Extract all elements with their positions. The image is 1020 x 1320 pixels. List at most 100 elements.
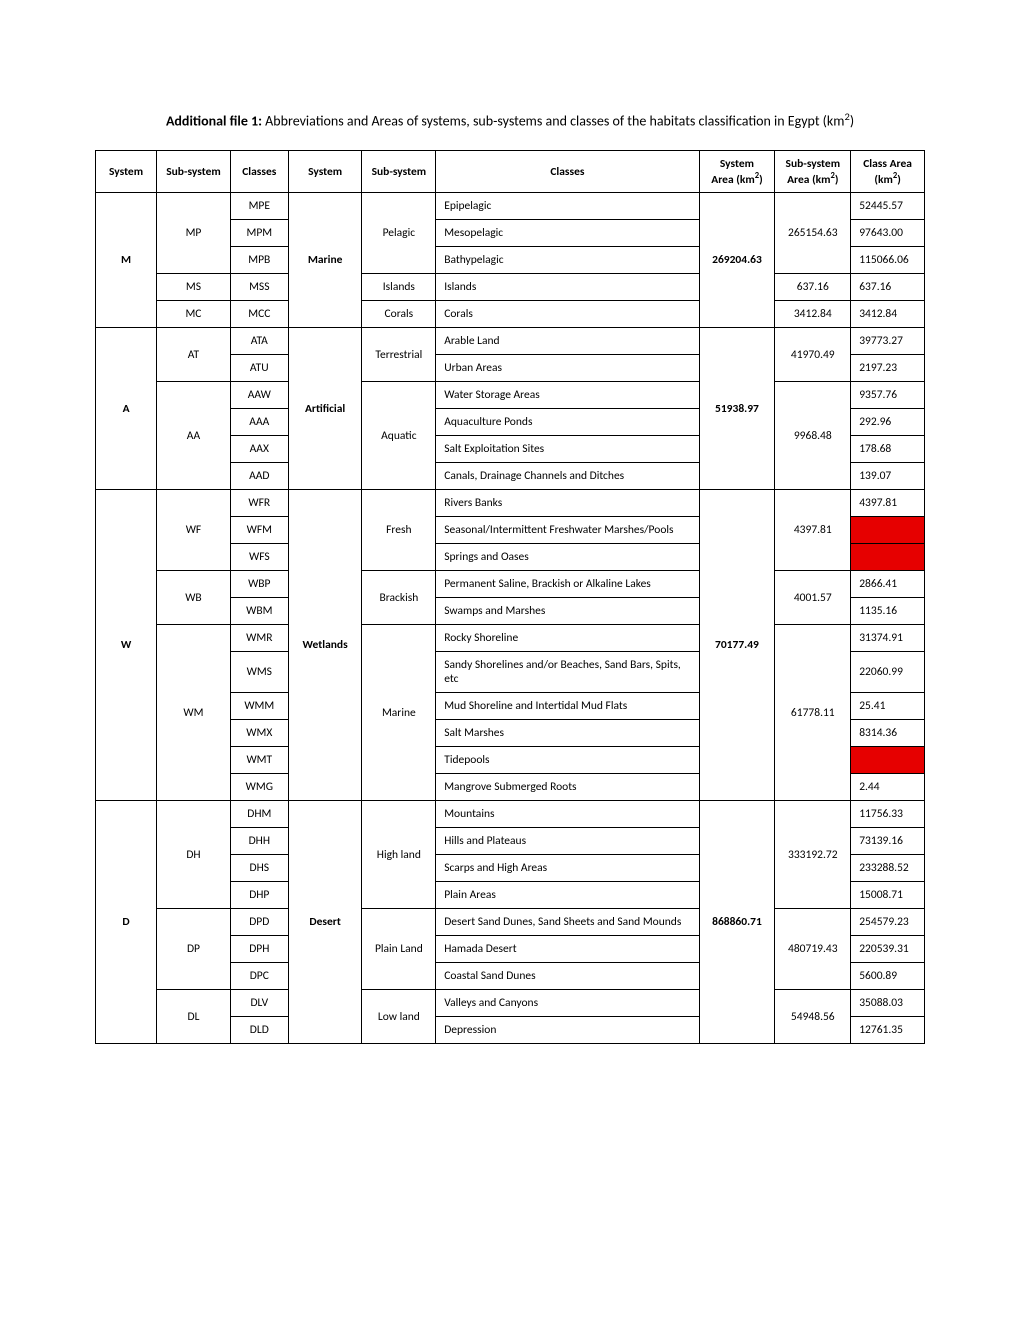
title-bold: Additional file 1: [166,113,262,130]
cell-class-area [851,517,925,544]
cell-subsystem-name: Fresh [362,490,436,571]
cell-class-abbr: WMM [230,693,288,720]
cell-subsystem-abbr: AT [157,328,231,382]
cell-subsystem-name: Aquatic [362,382,436,490]
habitat-table: System Sub-system Classes System Sub-sys… [95,150,925,1045]
cell-system-name: Desert [288,801,362,1044]
cell-class-abbr: DPH [230,936,288,963]
cell-class-name: Swamps and Marshes [436,598,699,625]
th-system-abbr: System [96,150,157,193]
cell-class-area: 254579.23 [851,909,925,936]
cell-class-name: Epipelagic [436,193,699,220]
cell-class-area: 15008.71 [851,882,925,909]
cell-class-abbr: DHH [230,828,288,855]
cell-system-name: Wetlands [288,490,362,801]
cell-class-area: 9357.76 [851,382,925,409]
cell-class-area: 637.16 [851,274,925,301]
cell-class-abbr: AAA [230,409,288,436]
cell-class-name: Bathypelagic [436,247,699,274]
cell-class-abbr: MPB [230,247,288,274]
page-title: Additional file 1: Abbreviations and Are… [95,110,925,130]
cell-class-name: Springs and Oases [436,544,699,571]
cell-system-name: Marine [288,193,362,328]
cell-class-abbr: AAW [230,382,288,409]
cell-subsystem-name: Plain Land [362,909,436,990]
cell-class-area: 1135.16 [851,598,925,625]
table-row: WBWBPBrackishPermanent Saline, Brackish … [96,571,925,598]
cell-class-area: 292.96 [851,409,925,436]
cell-class-abbr: MSS [230,274,288,301]
cell-class-name: Corals [436,301,699,328]
cell-subsystem-area: 3412.84 [775,301,851,328]
cell-class-name: Coastal Sand Dunes [436,963,699,990]
cell-subsystem-name: Terrestrial [362,328,436,382]
th-class-area: Class Area(km2) [851,150,925,193]
cell-system-area: 868860.71 [699,801,775,1044]
cell-class-name: Aquaculture Ponds [436,409,699,436]
cell-class-abbr: DLV [230,990,288,1017]
th-classes-name: Classes [436,150,699,193]
th-system-area: SystemArea (km2) [699,150,775,193]
table-row: MMPMPEMarinePelagicEpipelagic269204.6326… [96,193,925,220]
cell-class-abbr: DHM [230,801,288,828]
header-row: System Sub-system Classes System Sub-sys… [96,150,925,193]
cell-system-abbr: A [96,328,157,490]
cell-class-abbr: AAD [230,463,288,490]
table-row: MSMSSIslandsIslands637.16637.16 [96,274,925,301]
cell-class-area: 39773.27 [851,328,925,355]
cell-class-area [851,747,925,774]
cell-class-name: Scarps and High Areas [436,855,699,882]
cell-class-name: Arable Land [436,328,699,355]
cell-class-name: Salt Marshes [436,720,699,747]
cell-subsystem-name: Pelagic [362,193,436,274]
cell-subsystem-area: 41970.49 [775,328,851,382]
cell-subsystem-area: 54948.56 [775,990,851,1044]
cell-class-abbr: WFS [230,544,288,571]
cell-class-name: Rocky Shoreline [436,625,699,652]
cell-system-area: 51938.97 [699,328,775,490]
cell-class-area: 139.07 [851,463,925,490]
cell-class-abbr: DLD [230,1017,288,1044]
cell-subsystem-area: 61778.11 [775,625,851,801]
cell-class-area [851,544,925,571]
cell-class-name: Water Storage Areas [436,382,699,409]
cell-class-name: Hills and Plateaus [436,828,699,855]
table-row: DLDLVLow landValleys and Canyons54948.56… [96,990,925,1017]
cell-class-name: Hamada Desert [436,936,699,963]
cell-class-abbr: WBM [230,598,288,625]
cell-class-abbr: DPC [230,963,288,990]
cell-class-name: Tidepools [436,747,699,774]
cell-class-abbr: WMS [230,652,288,693]
cell-subsystem-abbr: WF [157,490,231,571]
cell-subsystem-abbr: WB [157,571,231,625]
th-system-name: System [288,150,362,193]
title-text: Abbreviations and Areas of systems, sub-… [262,113,844,130]
table-row: AATATAArtificialTerrestrialArable Land51… [96,328,925,355]
cell-class-name: Sandy Shorelines and/or Beaches, Sand Ba… [436,652,699,693]
cell-subsystem-abbr: MC [157,301,231,328]
cell-class-area: 2866.41 [851,571,925,598]
table-row: WMWMRMarineRocky Shoreline61778.1131374.… [96,625,925,652]
cell-class-area: 12761.35 [851,1017,925,1044]
cell-subsystem-name: High land [362,801,436,909]
cell-class-area: 233288.52 [851,855,925,882]
cell-system-area: 70177.49 [699,490,775,801]
cell-class-abbr: WFR [230,490,288,517]
cell-class-abbr: WMG [230,774,288,801]
cell-subsystem-area: 9968.48 [775,382,851,490]
cell-class-abbr: WBP [230,571,288,598]
table-row: AAAAWAquaticWater Storage Areas9968.4893… [96,382,925,409]
cell-subsystem-name: Marine [362,625,436,801]
cell-subsystem-area: 480719.43 [775,909,851,990]
cell-subsystem-area: 265154.63 [775,193,851,274]
cell-subsystem-area: 333192.72 [775,801,851,909]
cell-class-abbr: WFM [230,517,288,544]
cell-class-area: 178.68 [851,436,925,463]
cell-class-area: 25.41 [851,693,925,720]
cell-class-name: Mud Shoreline and Intertidal Mud Flats [436,693,699,720]
table-row: WWFWFRWetlandsFreshRivers Banks70177.494… [96,490,925,517]
cell-class-name: Valleys and Canyons [436,990,699,1017]
cell-subsystem-abbr: DL [157,990,231,1044]
cell-subsystem-name: Low land [362,990,436,1044]
cell-class-abbr: ATU [230,355,288,382]
